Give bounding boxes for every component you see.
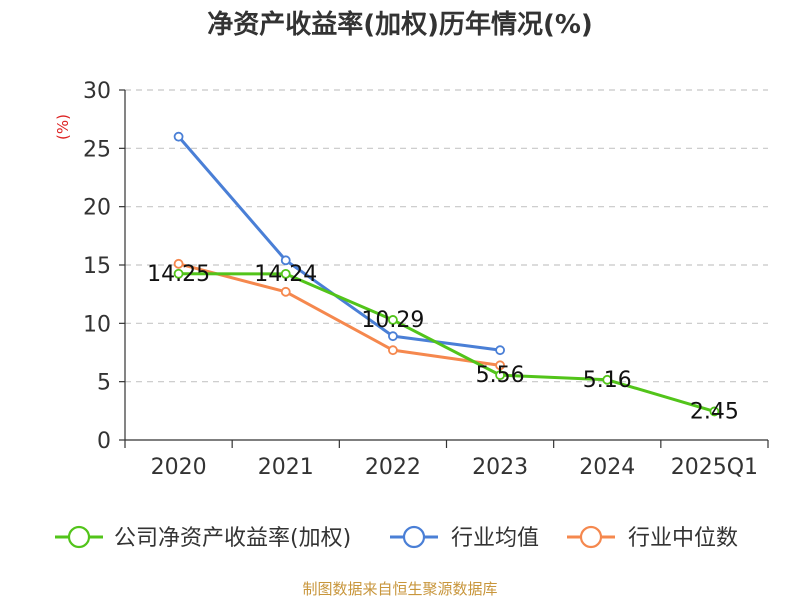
y-tick-label-10: 10 xyxy=(83,312,111,337)
x-tick-label-2023: 2023 xyxy=(472,455,528,480)
chart-title: 净资产收益率(加权)历年情况(%) xyxy=(207,10,593,40)
x-tick-label-2022: 2022 xyxy=(365,455,421,480)
axis-layer: 0 5 10 15 20 25 30 2020 2021 2022 2023 2024 2025Q1 xyxy=(83,79,769,480)
data-label-2025Q1: 2.45 xyxy=(690,399,739,424)
data-label-2024: 5.16 xyxy=(583,368,632,393)
series-line-2 xyxy=(178,262,501,367)
y-tick-label-15: 15 xyxy=(83,254,111,279)
series-2-point-2 xyxy=(388,345,398,356)
legend-marker-1 xyxy=(402,525,426,549)
series-0-point-3 xyxy=(495,370,505,381)
series-line-0 xyxy=(178,272,715,413)
data-label-2023: 5.56 xyxy=(476,363,525,388)
series-0-point-1 xyxy=(280,268,291,279)
y-tick-label-25: 25 xyxy=(83,137,111,162)
x-tick-label-2021: 2021 xyxy=(258,455,314,480)
series-2-point-0 xyxy=(173,258,184,269)
series-0-point-4 xyxy=(602,374,613,385)
x-tick-label-2024: 2024 xyxy=(579,455,635,480)
legend-marker-2 xyxy=(579,525,603,549)
series-line-1 xyxy=(177,135,501,352)
series-0-point-2 xyxy=(388,315,398,325)
series-1-point-1 xyxy=(280,255,291,266)
data-label-2022: 10.29 xyxy=(361,308,424,333)
series-2-point-3 xyxy=(495,360,505,371)
legend-label-2: 行业中位数 xyxy=(628,526,738,551)
series-0-point-5 xyxy=(709,406,720,417)
series-1-point-0 xyxy=(173,131,184,142)
y-tick-label-0: 0 xyxy=(97,429,111,454)
y-tick-label-5: 5 xyxy=(97,371,111,396)
series-2-point-1 xyxy=(280,286,291,297)
series-1-point-2 xyxy=(388,331,398,342)
x-tick-label-2020: 2020 xyxy=(151,455,207,480)
y-tick-label-30: 30 xyxy=(83,79,111,104)
data-label-layer: 14.25 14.24 10.29 5.56 5.16 2.45 xyxy=(147,262,739,425)
series-layer xyxy=(173,131,720,417)
series-0-point-0 xyxy=(173,268,184,279)
legend-label-0: 公司净资产收益率(加权) xyxy=(114,526,351,551)
series-1-point-3 xyxy=(495,345,505,356)
grid-layer xyxy=(125,89,768,383)
x-tick-label-2025Q1: 2025Q1 xyxy=(671,455,758,480)
legend-marker-0 xyxy=(67,525,91,549)
legend-label-1: 行业均值 xyxy=(451,526,539,551)
legend: 公司净资产收益率(加权) 行业均值 行业中位数 xyxy=(55,525,738,551)
y-tick-label-20: 20 xyxy=(83,196,111,221)
source-note: 制图数据来自恒生聚源数据库 xyxy=(302,580,498,598)
data-label-2020: 14.25 xyxy=(147,262,210,287)
y-axis-unit-label: (%) xyxy=(54,114,72,140)
data-label-2021: 14.24 xyxy=(254,262,317,287)
